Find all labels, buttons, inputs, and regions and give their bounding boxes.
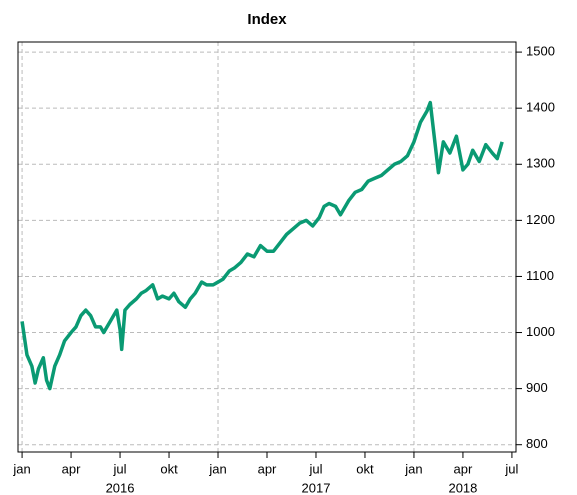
y-tick-label: 900 [526, 380, 548, 395]
plot-frame [17, 41, 517, 453]
x-tick-label: apr [258, 461, 277, 476]
y-tick-label: 1500 [526, 44, 555, 59]
y-tick-label: 1100 [526, 268, 554, 283]
year-label: 2017 [302, 480, 331, 495]
x-tick-label: apr [454, 461, 473, 476]
x-tick-label: apr [62, 461, 81, 476]
y-tick-label: 1300 [526, 156, 555, 171]
x-tick-label: jan [208, 461, 226, 476]
y-tick-label: 1200 [526, 212, 555, 227]
year-label: 2018 [448, 480, 477, 495]
y-tick-label: 1000 [526, 324, 555, 339]
chart-title: Index [247, 11, 287, 28]
x-tick-label: okt [160, 461, 178, 476]
x-tick-label: okt [356, 461, 374, 476]
y-tick-label: 800 [526, 436, 548, 451]
x-tick-label: jul [308, 461, 322, 476]
y-tick-label: 1400 [526, 100, 555, 115]
year-label: 2016 [106, 480, 135, 495]
x-tick-label: jul [113, 461, 127, 476]
x-tick-label: jul [504, 461, 518, 476]
series-line [20, 100, 504, 391]
x-tick-label: jan [12, 461, 30, 476]
x-tick-label: jan [404, 461, 422, 476]
